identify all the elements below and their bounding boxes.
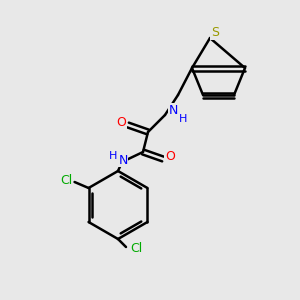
Text: S: S	[211, 26, 219, 40]
Text: O: O	[116, 116, 126, 130]
Text: O: O	[165, 151, 175, 164]
Text: Cl: Cl	[60, 173, 73, 187]
Text: Cl: Cl	[130, 242, 142, 256]
Text: H: H	[179, 114, 187, 124]
Text: N: N	[118, 154, 128, 166]
Text: N: N	[168, 103, 178, 116]
Text: H: H	[109, 151, 117, 161]
